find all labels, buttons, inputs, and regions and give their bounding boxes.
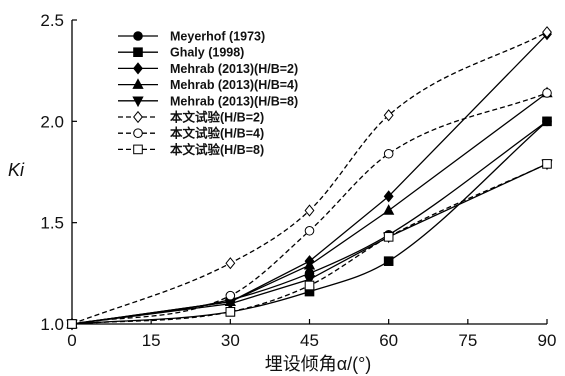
legend-item: 本文试验(H/B=8) [118,142,264,157]
data-point [383,148,394,159]
y-axis-title: Ki [8,160,25,180]
legend-marker [133,62,143,75]
legend-item: Mehrab (2013)(H/B=4) [118,78,298,92]
legend-item: Ghaly (1998) [118,46,244,60]
data-point [542,159,552,169]
legend-item: Mehrab (2013)(H/B=2) [118,62,298,76]
x-tick-label: 15 [142,331,161,350]
data-point [542,88,552,98]
y-tick-label: 2.0 [40,112,64,131]
legend: Meyerhof (1973) Ghaly (1998) Mehrab (2013)… [118,30,298,157]
legend-marker [132,78,144,89]
data-point [225,257,236,270]
legend-marker [133,144,143,155]
x-tick-label: 60 [379,331,398,350]
data-point [303,275,316,286]
data-point [542,116,552,127]
x-tick-label: 90 [538,331,557,350]
x-tick-label: 0 [67,331,76,350]
data-point [383,109,394,122]
legend-label: Mehrab (2013)(H/B=2) [170,62,298,76]
data-point [304,280,315,291]
legend-marker [133,128,143,138]
legend-label: Mehrab (2013)(H/B=8) [170,94,298,108]
data-point [304,204,315,217]
legend-item: 本文试验(H/B=4) [118,126,264,141]
legend-label: 本文试验(H/B=4) [170,126,264,141]
x-tick-label: 30 [221,331,240,350]
legend-item: 本文试验(H/B=2) [118,110,264,125]
legend-label: Ghaly (1998) [170,46,244,60]
axes [71,19,548,325]
legend-item: Meyerhof (1973) [118,30,265,44]
legend-marker [133,31,143,41]
legend-marker [132,96,144,108]
data-point [383,232,394,242]
data-point [383,256,394,266]
data-point [304,225,315,236]
legend-label: Meyerhof (1973) [170,30,265,44]
y-tick-label: 1.5 [40,214,64,233]
series-8 [67,159,552,329]
x-tick-label: 75 [458,331,477,350]
data-point [383,190,394,203]
legend-marker [133,47,143,58]
data-point [303,258,316,270]
series-layer [66,26,553,331]
y-tick-label: 2.5 [40,11,64,30]
legend-label: Mehrab (2013)(H/B=4) [170,78,298,92]
data-point [67,319,77,329]
legend-label: 本文试验(H/B=8) [170,142,264,157]
data-point [225,307,236,317]
y-tick-label: 1.0 [40,315,64,334]
legend-marker [133,110,143,124]
legend-item: Mehrab (2013)(H/B=8) [118,94,298,108]
legend-label: 本文试验(H/B=2) [170,110,264,125]
data-point [225,290,236,301]
data-point [542,26,552,39]
data-point [383,204,395,215]
x-tick-label: 45 [300,331,319,350]
tick-labels: 0 15 30 45 60 75 90 1.0 1.5 2.0 2.5 [40,11,556,350]
x-axis-title: 埋设倾角α/(°) [265,354,372,374]
